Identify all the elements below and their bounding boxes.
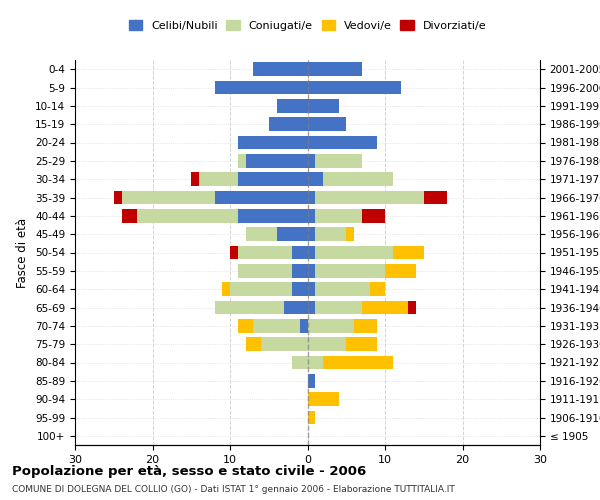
Bar [277, 228, 308, 241]
Bar [315, 190, 424, 204]
Bar [215, 80, 308, 94]
Bar [308, 118, 346, 131]
Y-axis label: Fasce di età: Fasce di età [16, 218, 29, 288]
Bar [308, 154, 315, 168]
Bar [370, 282, 385, 296]
Bar [308, 136, 377, 149]
Bar [121, 190, 215, 204]
Bar [315, 209, 362, 222]
Bar [245, 154, 308, 168]
Bar [292, 282, 308, 296]
Bar [308, 172, 323, 186]
Bar [315, 282, 370, 296]
Bar [238, 209, 308, 222]
Bar [238, 264, 292, 278]
Bar [199, 172, 238, 186]
Bar [308, 300, 315, 314]
Bar [253, 62, 308, 76]
Bar [215, 190, 308, 204]
Bar [315, 228, 346, 241]
Bar [137, 209, 238, 222]
Bar [238, 154, 245, 168]
Bar [308, 246, 315, 260]
Bar [308, 338, 346, 351]
Bar [253, 319, 300, 332]
Bar [292, 264, 308, 278]
Bar [308, 264, 315, 278]
Bar [230, 282, 292, 296]
Bar [346, 338, 377, 351]
Bar [215, 300, 284, 314]
Bar [308, 282, 315, 296]
Bar [308, 228, 315, 241]
Bar [308, 410, 315, 424]
Bar [315, 154, 362, 168]
Bar [308, 99, 338, 112]
Bar [308, 374, 315, 388]
Bar [362, 300, 408, 314]
Bar [393, 246, 424, 260]
Bar [385, 264, 416, 278]
Bar [245, 338, 261, 351]
Bar [308, 190, 315, 204]
Bar [308, 392, 338, 406]
Legend: Celibi/Nubili, Coniugati/e, Vedovi/e, Divorziati/e: Celibi/Nubili, Coniugati/e, Vedovi/e, Di… [124, 16, 491, 35]
Bar [238, 319, 253, 332]
Bar [121, 209, 137, 222]
Bar [362, 209, 385, 222]
Bar [424, 190, 447, 204]
Bar [114, 190, 121, 204]
Bar [308, 62, 362, 76]
Bar [315, 264, 385, 278]
Bar [277, 99, 308, 112]
Bar [238, 246, 292, 260]
Bar [284, 300, 308, 314]
Bar [308, 80, 401, 94]
Bar [191, 172, 199, 186]
Text: COMUNE DI DOLEGNA DEL COLLIO (GO) - Dati ISTAT 1° gennaio 2006 - Elaborazione TU: COMUNE DI DOLEGNA DEL COLLIO (GO) - Dati… [12, 485, 455, 494]
Bar [238, 172, 308, 186]
Bar [323, 172, 393, 186]
Bar [292, 356, 308, 370]
Bar [300, 319, 308, 332]
Bar [269, 118, 308, 131]
Bar [354, 319, 377, 332]
Bar [408, 300, 416, 314]
Bar [308, 319, 354, 332]
Bar [238, 136, 308, 149]
Text: Popolazione per età, sesso e stato civile - 2006: Popolazione per età, sesso e stato civil… [12, 465, 366, 478]
Bar [230, 246, 238, 260]
Bar [245, 228, 277, 241]
Bar [323, 356, 393, 370]
Bar [346, 228, 354, 241]
Bar [261, 338, 308, 351]
Bar [308, 356, 323, 370]
Bar [315, 300, 362, 314]
Bar [308, 209, 315, 222]
Bar [222, 282, 230, 296]
Bar [292, 246, 308, 260]
Bar [315, 246, 393, 260]
